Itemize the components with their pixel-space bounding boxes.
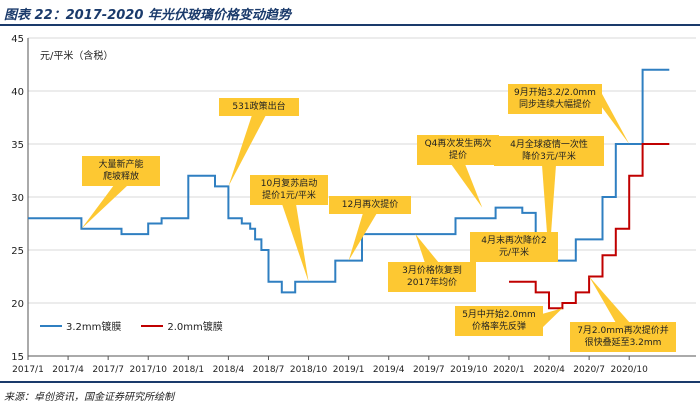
callout-10: 7月2.0mm再次提价并 很快叠延至3.2mm bbox=[570, 322, 676, 352]
callout-8-line-0: 4月末再次降价2 bbox=[481, 236, 547, 246]
legend-label-2-0mm: 2.0mm镀膜 bbox=[167, 322, 223, 333]
callout-5: Q4再次发生两次 提价 bbox=[417, 135, 499, 165]
legend-label-3-2mm: 3.2mm镀膜 bbox=[66, 322, 122, 333]
callout-8: 4月末再次降价2 元/平米 bbox=[470, 232, 558, 262]
callout-9-line-0: 5月中开始2.0mm bbox=[462, 310, 536, 320]
y-tick-label-40: 40 bbox=[11, 87, 24, 98]
series-line-1 bbox=[509, 143, 670, 310]
x-tick-label-4: 2018/1 bbox=[172, 365, 204, 375]
callout-7-line-0: 9月开始3.2/2.0mm bbox=[514, 88, 596, 98]
callout-2-line-0: 10月复苏启动 bbox=[260, 179, 318, 189]
x-tick-label-15: 2020/10 bbox=[611, 365, 649, 375]
figure-title: 图表 22：2017-2020 年光伏玻璃价格变动趋势 bbox=[4, 8, 291, 23]
callout-6-line-1: 降价3元/平米 bbox=[522, 152, 576, 162]
callout-pointer-0 bbox=[81, 185, 128, 229]
x-tick-label-9: 2019/4 bbox=[373, 365, 405, 375]
callout-3: 12月再次提价 bbox=[329, 196, 411, 214]
callout-4-line-0: 3月价格恢复到 bbox=[402, 266, 462, 276]
legend: 3.2mm镀膜 2.0mm镀膜 bbox=[40, 318, 239, 333]
y-tick-label-15: 15 bbox=[11, 352, 24, 363]
y-tick-label-45: 45 bbox=[11, 34, 24, 45]
callout-pointer-3 bbox=[348, 213, 377, 261]
y-tick-label-20: 20 bbox=[11, 299, 24, 310]
callout-3-line-0: 12月再次提价 bbox=[341, 200, 399, 210]
x-tick-label-1: 2017/4 bbox=[52, 365, 84, 375]
callout-9-line-1: 价格率先反弹 bbox=[471, 322, 526, 332]
legend-item-2-0mm: 2.0mm镀膜 bbox=[141, 318, 223, 333]
x-tick-label-11: 2019/10 bbox=[450, 365, 488, 375]
callout-pointer-1 bbox=[228, 115, 266, 187]
series-line-0 bbox=[28, 68, 670, 294]
axes: 15 20 25 30 35 40 45 2017/1 2017/4 2017/7 2017/10 2… bbox=[11, 34, 696, 375]
x-tick-label-6: 2018/7 bbox=[253, 365, 285, 375]
callout-2-line-1: 提价1元/平米 bbox=[262, 191, 316, 201]
y-axis-unit-label: 元/平米（含税） bbox=[40, 51, 114, 62]
callout-pointer-2 bbox=[282, 204, 309, 282]
x-tick-label-12: 2020/1 bbox=[493, 365, 525, 375]
x-tick-label-10: 2019/7 bbox=[413, 365, 445, 375]
x-tick-label-5: 2018/4 bbox=[213, 365, 245, 375]
callout-0-line-1: 爬坡释放 bbox=[102, 172, 139, 182]
title-bar: 图表 22：2017-2020 年光伏玻璃价格变动趋势 bbox=[0, 0, 700, 26]
callout-9: 5月中开始2.0mm 价格率先反弹 bbox=[455, 306, 543, 336]
source-bar: 来源：卓创资讯，国金证券研究所绘制 bbox=[0, 381, 700, 404]
callout-7-line-1: 同步连续大幅提价 bbox=[518, 100, 591, 110]
callout-2: 10月复苏启动 提价1元/平米 bbox=[250, 175, 328, 205]
legend-item-3-2mm: 3.2mm镀膜 bbox=[40, 318, 121, 333]
x-tick-label-8: 2019/1 bbox=[333, 365, 365, 375]
y-tick-label-35: 35 bbox=[11, 140, 24, 151]
callout-0-line-0: 大量新产能 bbox=[98, 160, 144, 170]
callout-5-line-1: 提价 bbox=[448, 151, 467, 161]
x-tick-label-2: 2017/7 bbox=[92, 365, 124, 375]
callout-1: 531政策出台 bbox=[219, 98, 299, 116]
y-tick-label-30: 30 bbox=[11, 193, 24, 204]
callout-8-line-1: 元/平米 bbox=[498, 248, 530, 258]
x-tick-label-3: 2017/10 bbox=[130, 365, 168, 375]
callout-4-line-1: 2017年均价 bbox=[407, 278, 457, 288]
legend-swatch-3-2mm bbox=[40, 324, 62, 327]
callout-pointer-6 bbox=[542, 165, 556, 261]
callout-10-line-1: 很快叠延至3.2mm bbox=[584, 338, 662, 348]
callout-6: 4月全球疫情一次性 降价3元/平米 bbox=[494, 136, 604, 166]
callout-7: 9月开始3.2/2.0mm 同步连续大幅提价 bbox=[508, 84, 602, 114]
callout-0: 大量新产能 爬坡释放 bbox=[82, 156, 160, 186]
x-tick-label-0: 2017/1 bbox=[12, 365, 44, 375]
callout-pointer-5 bbox=[451, 164, 483, 208]
callout-10-line-0: 7月2.0mm再次提价并 bbox=[577, 326, 669, 336]
y-tick-label-25: 25 bbox=[11, 246, 24, 257]
callout-6-line-0: 4月全球疫情一次性 bbox=[510, 140, 588, 150]
callout-pointer-7 bbox=[601, 92, 630, 144]
source-note: 来源：卓创资讯，国金证券研究所绘制 bbox=[4, 392, 174, 403]
x-tick-label-14: 2020/7 bbox=[573, 365, 605, 375]
callout-5-line-0: Q4再次发生两次 bbox=[424, 139, 492, 149]
legend-swatch-2-0mm bbox=[141, 324, 164, 327]
callout-1-line-0: 531政策出台 bbox=[232, 102, 286, 112]
x-tick-label-13: 2020/4 bbox=[533, 365, 565, 375]
x-tick-label-7: 2018/10 bbox=[290, 365, 328, 375]
callout-pointer-10 bbox=[589, 276, 630, 323]
callout-4: 3月价格恢复到 2017年均价 bbox=[388, 262, 476, 292]
callout-pointer-4 bbox=[415, 234, 439, 263]
callout-pointer-9 bbox=[542, 308, 563, 328]
